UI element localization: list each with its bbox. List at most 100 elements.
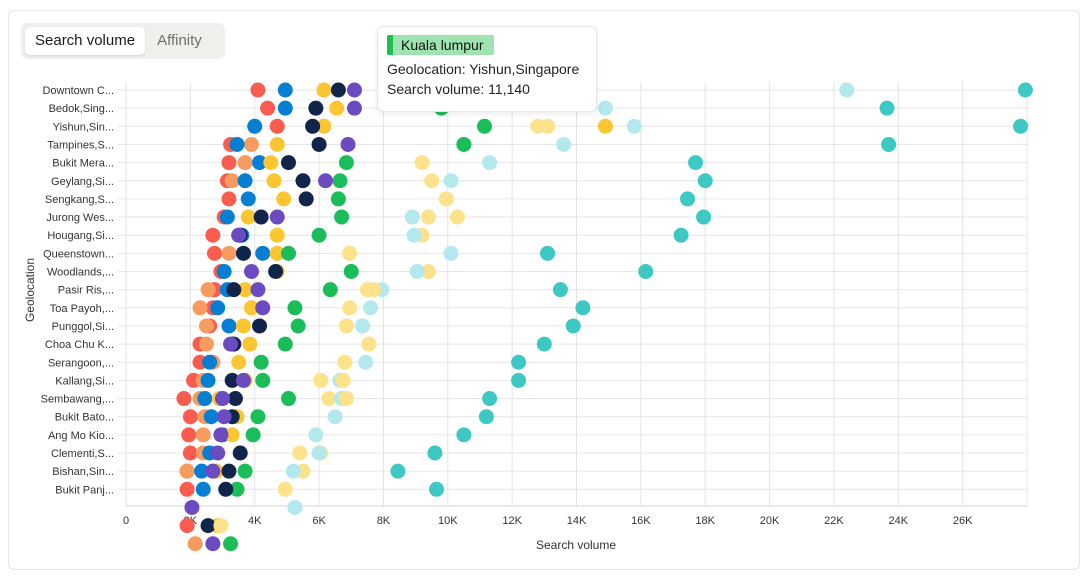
data-point[interactable] xyxy=(210,300,226,316)
data-point[interactable] xyxy=(184,499,200,515)
data-point[interactable] xyxy=(443,173,459,189)
data-point[interactable] xyxy=(205,536,221,552)
data-point[interactable] xyxy=(287,499,303,515)
data-point[interactable] xyxy=(308,427,324,443)
data-point[interactable] xyxy=(1013,118,1029,134)
data-point[interactable] xyxy=(215,391,231,407)
data-point[interactable] xyxy=(335,372,351,388)
data-point[interactable] xyxy=(409,264,425,279)
data-point[interactable] xyxy=(181,427,197,443)
data-point[interactable] xyxy=(205,227,221,243)
data-point[interactable] xyxy=(556,136,572,152)
data-point[interactable] xyxy=(420,209,436,225)
data-point[interactable] xyxy=(243,136,259,152)
data-point[interactable] xyxy=(179,481,195,497)
data-point[interactable] xyxy=(597,100,613,116)
data-point[interactable] xyxy=(250,409,266,425)
data-point[interactable] xyxy=(358,354,374,370)
data-point[interactable] xyxy=(390,463,406,479)
data-point[interactable] xyxy=(311,227,327,243)
data-point[interactable] xyxy=(269,136,285,152)
data-point[interactable] xyxy=(221,191,237,207)
data-point[interactable] xyxy=(346,100,362,116)
data-point[interactable] xyxy=(338,318,354,334)
data-point[interactable] xyxy=(203,409,219,425)
data-point[interactable] xyxy=(456,136,472,152)
data-point[interactable] xyxy=(255,300,271,316)
data-point[interactable] xyxy=(179,518,195,534)
data-point[interactable] xyxy=(281,245,297,261)
data-point[interactable] xyxy=(478,409,494,425)
data-point[interactable] xyxy=(308,100,324,116)
data-point[interactable] xyxy=(198,336,214,352)
data-point[interactable] xyxy=(269,118,285,134)
data-point[interactable] xyxy=(298,191,314,207)
data-point[interactable] xyxy=(322,282,338,298)
data-point[interactable] xyxy=(688,155,704,171)
data-point[interactable] xyxy=(575,300,591,316)
data-point[interactable] xyxy=(240,209,256,225)
data-point[interactable] xyxy=(276,191,292,207)
data-point[interactable] xyxy=(342,300,358,316)
data-point[interactable] xyxy=(216,409,232,425)
data-point[interactable] xyxy=(680,191,696,207)
data-point[interactable] xyxy=(176,391,192,407)
data-point[interactable] xyxy=(363,300,379,316)
data-point[interactable] xyxy=(223,336,239,352)
data-point[interactable] xyxy=(260,100,276,116)
data-point[interactable] xyxy=(530,118,546,134)
data-point[interactable] xyxy=(482,155,498,171)
data-point[interactable] xyxy=(565,318,581,334)
data-point[interactable] xyxy=(316,118,332,134)
data-point[interactable] xyxy=(638,264,654,279)
data-point[interactable] xyxy=(338,391,354,407)
data-point[interactable] xyxy=(235,318,251,334)
toggle-affinity[interactable]: Affinity xyxy=(157,32,202,49)
data-point[interactable] xyxy=(696,209,712,225)
data-point[interactable] xyxy=(210,445,226,461)
data-point[interactable] xyxy=(253,354,269,370)
data-point[interactable] xyxy=(182,409,198,425)
data-point[interactable] xyxy=(221,318,237,334)
data-point[interactable] xyxy=(330,82,346,98)
data-point[interactable] xyxy=(231,354,247,370)
data-point[interactable] xyxy=(404,209,420,225)
data-point[interactable] xyxy=(697,173,713,189)
data-point[interactable] xyxy=(511,372,527,388)
data-point[interactable] xyxy=(269,209,285,225)
data-point[interactable] xyxy=(195,427,211,443)
data-point[interactable] xyxy=(327,409,343,425)
data-point[interactable] xyxy=(290,318,306,334)
data-point[interactable] xyxy=(277,100,293,116)
data-point[interactable] xyxy=(626,118,642,134)
data-point[interactable] xyxy=(879,100,895,116)
data-point[interactable] xyxy=(287,300,303,316)
data-point[interactable] xyxy=(250,82,266,98)
data-point[interactable] xyxy=(343,264,359,279)
data-point[interactable] xyxy=(240,191,256,207)
data-point[interactable] xyxy=(197,391,213,407)
data-point[interactable] xyxy=(366,282,382,298)
data-point[interactable] xyxy=(337,354,353,370)
data-point[interactable] xyxy=(221,245,237,261)
data-point[interactable] xyxy=(540,245,556,261)
data-point[interactable] xyxy=(340,136,356,152)
data-point[interactable] xyxy=(321,391,337,407)
data-point[interactable] xyxy=(237,173,253,189)
data-point[interactable] xyxy=(206,245,222,261)
data-point[interactable] xyxy=(200,518,216,534)
data-point[interactable] xyxy=(182,445,198,461)
data-point[interactable] xyxy=(424,173,440,189)
data-point[interactable] xyxy=(226,282,242,298)
data-point[interactable] xyxy=(224,372,240,388)
data-point[interactable] xyxy=(536,336,552,352)
data-point[interactable] xyxy=(281,155,297,171)
data-point[interactable] xyxy=(235,245,251,261)
data-point[interactable] xyxy=(224,173,240,189)
data-point[interactable] xyxy=(311,445,327,461)
data-point[interactable] xyxy=(277,481,293,497)
data-point[interactable] xyxy=(213,518,229,534)
data-point[interactable] xyxy=(221,155,237,171)
data-point[interactable] xyxy=(231,227,247,243)
data-point[interactable] xyxy=(227,391,243,407)
